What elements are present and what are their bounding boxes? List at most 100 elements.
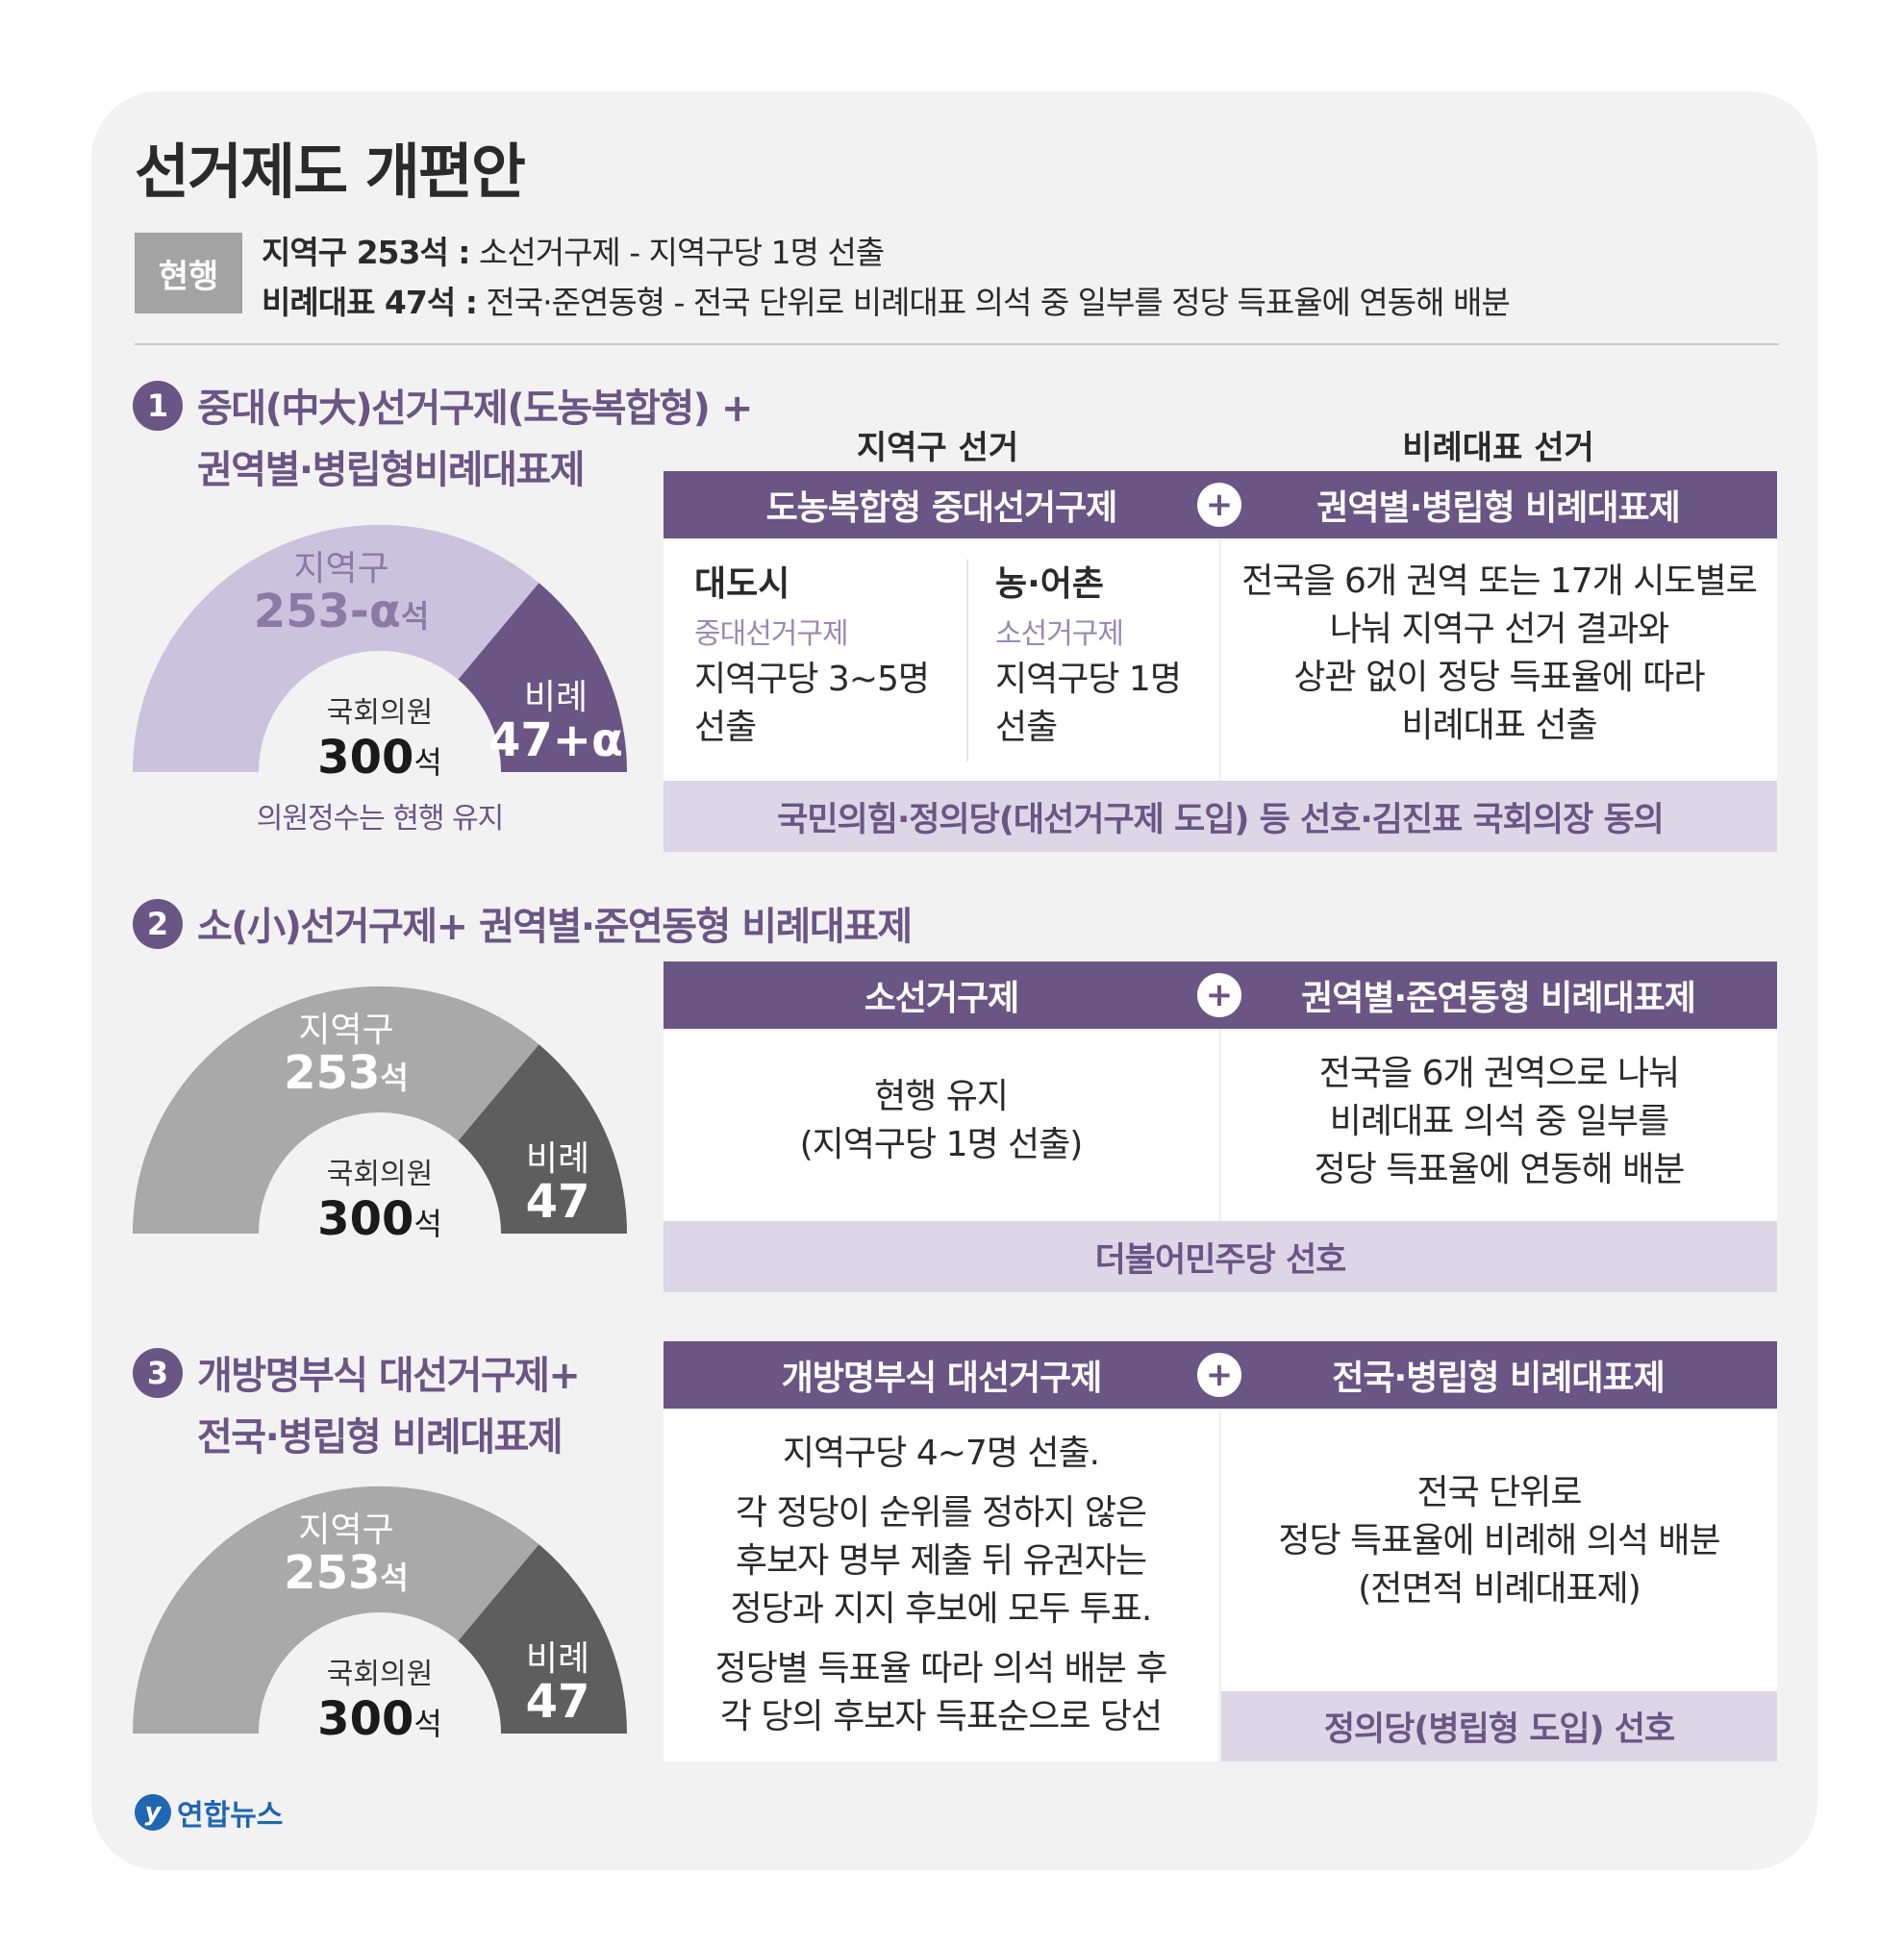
option-3-district-value: 253 <box>284 1546 381 1600</box>
option-1-seat-chart <box>133 524 628 772</box>
option-3-district-segment <box>133 1485 539 1734</box>
option-3-left-p3-line: 각 당의 후보자 득표순으로 당선 <box>719 1697 1163 1736</box>
option-2-support-bar: 더불어민주당 선호 <box>664 1221 1777 1292</box>
option-2-center-block: 국회의원 300석 <box>298 1150 462 1246</box>
option-2-left-line: (지역구당 1명 선출) <box>799 1125 1084 1164</box>
option-3-number: 3 <box>133 1348 183 1398</box>
option-1-note: 의원정수는 현행 유지 <box>256 802 504 836</box>
option-1-inner-separator <box>966 560 968 761</box>
option-3-district-label: 지역구 <box>298 1510 394 1550</box>
option-1-district-label-block: 지역구 253-α석 <box>231 548 452 637</box>
option-3-support-bar: 정의당(병립형 도입) 선호 <box>1221 1691 1777 1761</box>
option-2-left-box <box>664 1031 1218 1221</box>
option-2-left-line: 현행 유지 <box>874 1077 1009 1116</box>
option-2-right-box <box>1221 1031 1777 1221</box>
current-line-district: 지역구 253석 : 소선거구제 - 지역구당 1명 선출 <box>262 227 885 273</box>
option-3-pr-label-block: 비례 47 <box>500 1638 615 1725</box>
option-1-center-unit: 석 <box>413 744 442 781</box>
option-1-title-line1: 중대(中大)선거구제(도농복합형) + <box>197 387 753 431</box>
option-1-city-sub: 중대선거구제 <box>694 617 849 651</box>
option-1-number: 1 <box>133 381 183 431</box>
option-3-right-line: 정당 득표율에 비례해 의석 배분 <box>1278 1521 1720 1560</box>
option-3-right-box <box>1221 1410 1777 1691</box>
option-3-plus-icon: + <box>1197 1353 1241 1397</box>
option-3-center-value: 300 <box>317 1692 414 1746</box>
option-2-right-line: 전국을 6개 권역으로 나눠 <box>1318 1054 1680 1093</box>
option-2-right-bar-label: 권역별·준연동형 비례대표제 <box>1301 979 1696 1018</box>
option-3-title-line2: 전국·병립형 비례대표제 <box>197 1415 564 1460</box>
option-2-district-label: 지역구 <box>298 1011 394 1050</box>
option-3-left-p2-line: 각 정당이 순위를 정하지 않은 <box>735 1493 1147 1533</box>
option-2-number: 2 <box>133 899 183 949</box>
option-1-center-block: 국회의원 300석 <box>298 688 462 785</box>
option-1-title-line2: 권역별·병립형비례대표제 <box>197 448 586 492</box>
option-2-district-label-block: 지역구 253석 <box>245 1010 447 1099</box>
option-2-center-label: 국회의원 <box>326 1158 434 1191</box>
option-1-rural-line1: 지역구당 1명 <box>995 660 1182 699</box>
option-3-right-bar-label: 전국·병립형 비례대표제 <box>1332 1359 1665 1398</box>
option-1-right-line: 비례대표 선출 <box>1401 706 1597 745</box>
option-2-pr-value: 47 <box>525 1175 590 1229</box>
option-2-right-line: 비례대표 의석 중 일부를 <box>1329 1102 1670 1141</box>
option-1-pr-label: 비례 <box>523 678 589 717</box>
current-badge: 현행 <box>135 233 242 313</box>
option-1-center-label: 국회의원 <box>326 696 434 730</box>
option-2-left-bar-label: 소선거구제 <box>864 979 1020 1018</box>
option-2-seat-chart <box>133 986 628 1234</box>
option-1-plus-icon: + <box>1197 483 1241 527</box>
option-1-right-text: 전국을 6개 권역 또는 17개 시도별로 나눠 지역구 선거 결과와 상관 없… <box>1221 558 1777 750</box>
option-3-title-line1: 개방명부식 대선거구제+ <box>197 1354 581 1398</box>
option-1-district-segment <box>133 524 539 772</box>
option-2-proportional-segment <box>458 1044 628 1234</box>
option-1-center-value: 300 <box>317 731 414 785</box>
option-3-right-text: 전국 단위로 정당 득표율에 비례해 의석 배분 (전면적 비례대표제) <box>1221 1469 1777 1613</box>
option-1-district-value: 253-α <box>253 585 401 638</box>
option-3-left-text: 지역구당 4~7명 선출. 각 정당이 순위를 정하지 않은 후보자 명부 제출… <box>664 1430 1218 1741</box>
yonhap-logo: y 연합뉴스 <box>135 1791 283 1834</box>
option-1-proportional-segment <box>458 583 628 772</box>
option-2-district-segment <box>133 986 539 1234</box>
option-1-left-box <box>664 540 1218 781</box>
option-1-pr-label-block: 비례 47+α <box>489 677 623 763</box>
option-2-right-line: 정당 득표율에 연동해 배분 <box>1314 1150 1686 1189</box>
option-3-district-label-block: 지역구 253석 <box>245 1510 447 1599</box>
page-title: 선거제도 개편안 <box>135 137 526 207</box>
option-2-right-text: 전국을 6개 권역으로 나눠 비례대표 의석 중 일부를 정당 득표율에 연동해… <box>1221 1050 1777 1194</box>
option-1-left-bar-label: 도농복합형 중대선거구제 <box>765 488 1118 528</box>
divider <box>135 343 1779 345</box>
option-3-seat-chart <box>133 1485 628 1734</box>
option-1-rural-title: 농·어촌 <box>995 564 1105 604</box>
option-2-title: 소(小)선거구제+ 권역별·준연동형 비례대표제 <box>197 905 913 949</box>
option-1-city-line1: 지역구당 3~5명 <box>694 660 930 699</box>
option-3-left-p2-line: 정당과 지지 후보에 모두 투표. <box>730 1589 1153 1629</box>
option-3-district-unit: 석 <box>380 1560 409 1596</box>
option-1-rural-line2: 선출 <box>995 708 1058 747</box>
option-3-pr-label: 비례 <box>525 1639 590 1679</box>
column-header-proportional: 비례대표 선거 <box>1402 429 1594 467</box>
option-3-proportional-segment <box>458 1544 628 1734</box>
option-3-right-line: 전국 단위로 <box>1416 1473 1582 1512</box>
option-3-left-p3-line: 정당별 득표율 따라 의석 배분 후 <box>714 1649 1168 1688</box>
option-1-rural-block: 농·어촌 소선거구제 지역구당 1명 선출 <box>995 556 1182 752</box>
column-header-district: 지역구 선거 <box>856 429 1019 467</box>
option-2-left-text: 현행 유지 (지역구당 1명 선출) <box>664 1073 1218 1169</box>
option-3-left-bar-label: 개방명부식 대선거구제 <box>781 1359 1103 1398</box>
current-line-proportional-label: 비례대표 47석 : <box>262 284 478 321</box>
option-2-plus-icon: + <box>1197 973 1241 1017</box>
option-1-right-line: 나눠 지역구 선거 결과와 <box>1329 610 1670 649</box>
option-1-right-box <box>1221 540 1777 781</box>
option-3-center-block: 국회의원 300석 <box>298 1650 462 1746</box>
yonhap-logo-icon: y <box>135 1794 171 1831</box>
option-2-pr-label: 비례 <box>525 1139 590 1179</box>
yonhap-logo-text: 연합뉴스 <box>177 1799 284 1833</box>
option-1-right-line: 상관 없이 정당 득표율에 따라 <box>1293 658 1705 697</box>
option-3-right-line: (전면적 비례대표제) <box>1358 1569 1641 1609</box>
option-1-district-unit: 석 <box>400 598 430 635</box>
current-line-proportional-text: 전국·준연동형 - 전국 단위로 비례대표 의석 중 일부를 정당 득표율에 연… <box>476 284 1510 321</box>
option-1-support-bar: 국민의힘·정의당(대선거구제 도입) 등 선호·김진표 국회의장 동의 <box>664 781 1777 852</box>
option-3-left-p2-line: 후보자 명부 제출 뒤 유권자는 <box>735 1541 1147 1581</box>
option-2-pr-label-block: 비례 47 <box>500 1138 615 1229</box>
current-line-district-text: 소선거구제 - 지역구당 1명 선출 <box>469 234 885 271</box>
option-1-city-title: 대도시 <box>694 564 790 604</box>
current-line-proportional: 비례대표 47석 : 전국·준연동형 - 전국 단위로 비례대표 의석 중 일부… <box>262 277 1511 323</box>
